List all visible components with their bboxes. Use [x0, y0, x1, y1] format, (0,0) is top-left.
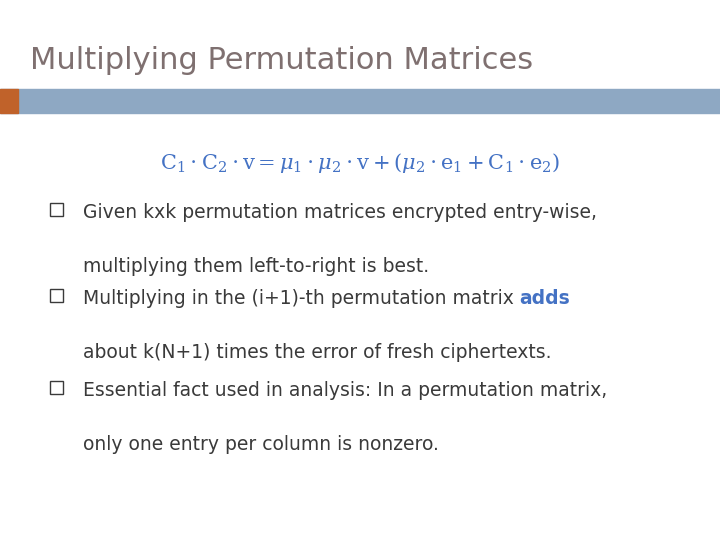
FancyBboxPatch shape	[50, 381, 63, 394]
Text: multiplying them left-to-right is best.: multiplying them left-to-right is best.	[83, 256, 429, 275]
Bar	[0, 89, 18, 113]
Text: Multiplying Permutation Matrices: Multiplying Permutation Matrices	[30, 46, 534, 75]
Text: Essential fact used in analysis: In a permutation matrix,: Essential fact used in analysis: In a pe…	[83, 381, 607, 400]
Text: about k(N+1) times the error of fresh ciphertexts.: about k(N+1) times the error of fresh ci…	[83, 343, 552, 362]
Text: $\mathrm{C}_1 \cdot \mathrm{C}_2 \cdot \mathrm{v} = \mu_1 \cdot \mu_2 \cdot \mat: $\mathrm{C}_1 \cdot \mathrm{C}_2 \cdot \…	[160, 151, 560, 175]
FancyBboxPatch shape	[50, 203, 63, 216]
Text: only one entry per column is nonzero.: only one entry per column is nonzero.	[83, 435, 438, 454]
Text: adds: adds	[520, 289, 570, 308]
Bar	[0, 89, 720, 113]
FancyBboxPatch shape	[50, 289, 63, 302]
Text: Given kxk permutation matrices encrypted entry-wise,: Given kxk permutation matrices encrypted…	[83, 202, 597, 221]
Text: Multiplying in the (i+1)-th permutation matrix: Multiplying in the (i+1)-th permutation …	[83, 289, 520, 308]
